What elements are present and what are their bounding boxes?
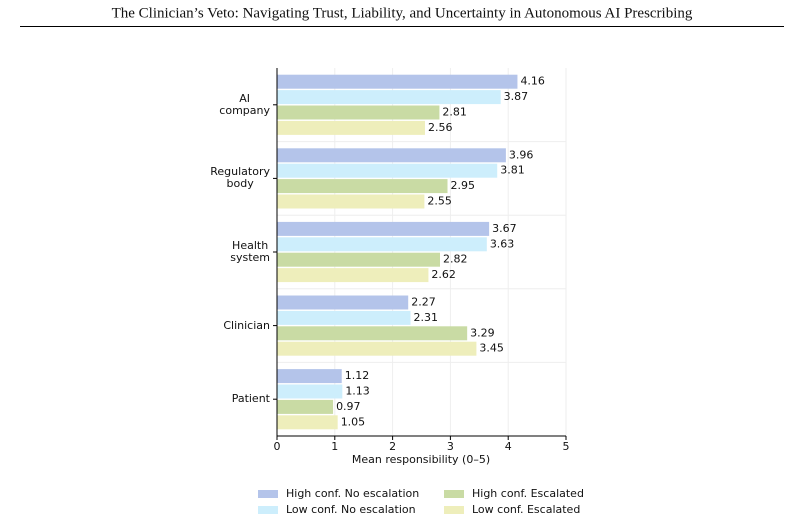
value-label: 3.96 [509,148,534,161]
bar [277,148,506,163]
bar [277,237,487,252]
value-label: 4.16 [520,75,545,88]
bar [277,326,468,341]
bar [277,194,425,209]
value-label: 1.05 [341,415,366,428]
bar [277,163,498,178]
x-tick-label: 5 [563,440,570,453]
bar [277,90,501,105]
bar [277,120,425,135]
x-tick-label: 3 [447,440,454,453]
legend-label: High conf. No escalation [286,487,419,500]
legend-swatch [444,490,464,498]
bar [277,341,477,356]
bar [277,310,411,325]
legend-swatch [258,490,278,498]
y-tick-label: Health system [230,239,271,264]
bar [277,221,490,236]
bar [277,369,342,384]
value-label: 2.56 [428,121,453,134]
legend-label: High conf. Escalated [472,487,584,500]
y-tick-label: Regulatory body [210,165,270,191]
value-label: 0.97 [336,400,361,413]
legend-label: Low conf. No escalation [286,503,416,516]
value-label: 2.81 [442,106,467,119]
value-label: 2.55 [427,195,452,208]
bar [277,268,429,283]
bar [277,105,440,120]
y-tick-label: Patient [231,392,270,406]
value-label: 2.95 [451,179,476,192]
value-label: 3.67 [492,222,516,235]
x-tick-label: 2 [389,440,396,453]
header-title: The Clinician’s Veto: Navigating Trust, … [112,5,693,21]
bar [277,295,409,310]
y-tick-label: AI company [219,91,270,117]
x-tick-label: 4 [505,440,512,453]
legend-swatch [258,506,278,514]
value-label: 1.13 [345,385,370,398]
value-label: 3.87 [504,90,529,103]
x-tick-label: 0 [274,440,281,453]
x-tick-label: 1 [331,440,338,453]
value-label: 1.12 [345,369,370,382]
bar [277,252,440,267]
bar [277,179,448,194]
bar [277,74,518,89]
bar [277,384,343,399]
value-label: 2.62 [431,268,456,281]
value-label: 2.82 [443,253,468,266]
value-label: 3.45 [479,342,504,355]
bar [277,415,338,430]
y-tick-label: Clinician [223,318,270,332]
value-label: 2.31 [414,311,439,324]
legend-label: Low conf. Escalated [472,503,580,516]
value-label: 3.63 [490,237,514,250]
value-label: 3.81 [500,164,525,177]
x-axis-label: Mean responsibility (0–5) [352,453,490,466]
value-label: 3.29 [470,326,495,339]
value-label: 2.27 [411,296,436,309]
bar [277,399,334,414]
legend-swatch [444,506,464,514]
